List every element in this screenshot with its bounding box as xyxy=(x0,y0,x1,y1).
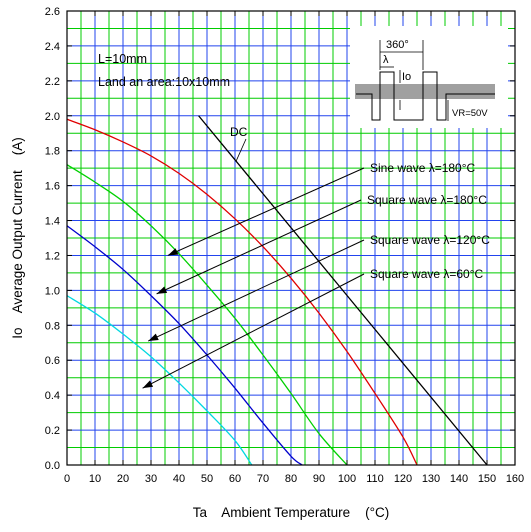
callout-square-180: Square wave λ=180°C xyxy=(367,193,487,207)
inset-label-lambda: λ xyxy=(383,54,389,66)
x-tick-label: 30 xyxy=(145,473,157,485)
y-tick-label: 2.6 xyxy=(45,6,60,18)
x-tick-label: 10 xyxy=(89,473,101,485)
inset-label-vr: VR=50V xyxy=(452,108,488,119)
y-axis-title: Io Average Output Current (A) xyxy=(10,137,25,339)
callout-square-60: Square wave λ=60°C xyxy=(370,267,484,281)
curves xyxy=(66,115,488,466)
x-tick-label: 100 xyxy=(338,473,356,485)
x-tick-label: 90 xyxy=(313,473,325,485)
inset-label-io: Io xyxy=(402,71,411,83)
callout-arrow-line xyxy=(142,273,365,389)
x-tick-label: 20 xyxy=(117,473,129,485)
callout-sine-180: Sine wave λ=180°C xyxy=(370,161,476,175)
x-tick-label: 60 xyxy=(229,473,241,485)
waveform-inset: 360° λ Io VR=50V xyxy=(350,26,508,128)
y-tick-label: 1.8 xyxy=(45,146,60,158)
y-tick-label: 2.0 xyxy=(45,111,60,123)
y-tick-label: 0.2 xyxy=(45,425,60,437)
callouts: DC Sine wave λ=180°C Square wave λ=180°C… xyxy=(230,125,490,281)
x-tick-label: 120 xyxy=(394,473,412,485)
series-line-sine-wave-180-c xyxy=(66,118,418,466)
x-tick-label: 110 xyxy=(366,473,384,485)
callout-arrow-head xyxy=(142,380,154,389)
note-length: L=10mm xyxy=(98,52,147,66)
y-tick-label: 1.0 xyxy=(45,285,60,297)
callout-arrow-line xyxy=(147,239,365,342)
y-tick-label: 1.2 xyxy=(45,250,60,262)
y-tick-label: 0.8 xyxy=(45,320,60,332)
x-axis-title: Ta Ambient Temperature (°C) xyxy=(193,505,389,520)
y-tick-label: 2.4 xyxy=(45,41,60,53)
callout-arrow-line xyxy=(156,199,362,295)
y-tick-label: 1.6 xyxy=(45,181,60,193)
callout-dc-leader xyxy=(235,138,247,162)
series-line-dc xyxy=(198,115,488,466)
x-tick-label: 130 xyxy=(422,473,440,485)
callout-arrows xyxy=(142,138,365,389)
x-tick-label: 70 xyxy=(257,473,269,485)
callout-arrow-line xyxy=(167,167,365,256)
callout-arrow-head xyxy=(148,333,159,342)
series-line-square-wave-60-c xyxy=(66,295,253,466)
series-line-square-wave-180-c xyxy=(66,164,348,466)
x-tick-label: 0 xyxy=(64,473,70,485)
x-tick-label: 160 xyxy=(506,473,524,485)
x-tick-label: 80 xyxy=(285,473,297,485)
inset-waveform xyxy=(356,71,495,121)
callout-arrow-head xyxy=(167,248,179,256)
y-tick-label: 0.4 xyxy=(45,390,60,402)
y-tick-label: 2.2 xyxy=(45,76,60,88)
series-line-square-wave-120-c xyxy=(66,225,303,466)
inset-load-band xyxy=(355,84,495,99)
x-tick-label: 40 xyxy=(173,473,185,485)
callout-square-120: Square wave λ=120°C xyxy=(370,233,490,247)
callout-arrow-head xyxy=(156,286,168,294)
y-tick-label: 0.0 xyxy=(45,460,60,472)
y-tick-label: 0.6 xyxy=(45,355,60,367)
callout-dc: DC xyxy=(230,125,248,139)
note-land-area: Land an area:10x10mm xyxy=(98,75,230,89)
inset-label-360: 360° xyxy=(386,39,409,51)
y-tick-label: 1.4 xyxy=(45,216,60,228)
x-tick-label: 50 xyxy=(201,473,213,485)
inset-background xyxy=(350,26,508,128)
x-tick-label: 140 xyxy=(450,473,468,485)
axis-ticks: 0 10 20 30 40 50 60 70 80 90 100 110 120 130 140 150 160… xyxy=(45,6,524,485)
x-tick-label: 150 xyxy=(478,473,496,485)
